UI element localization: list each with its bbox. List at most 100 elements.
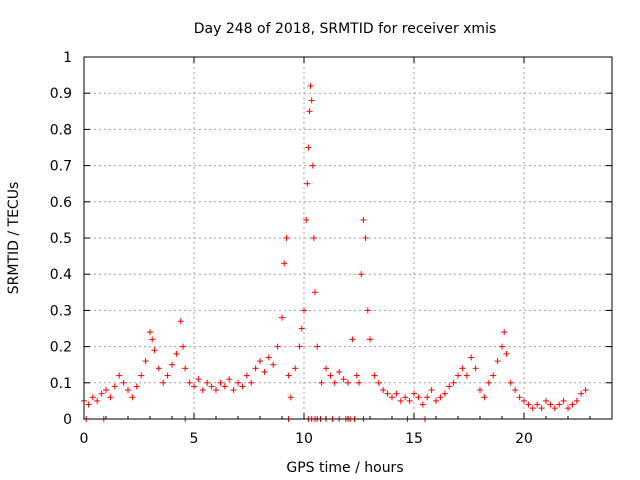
data-point xyxy=(433,397,439,404)
y-tick-label: 1 xyxy=(63,50,72,66)
data-point xyxy=(578,390,585,397)
data-point xyxy=(565,405,571,412)
data-point xyxy=(221,383,228,390)
data-point xyxy=(501,329,508,336)
y-tick-label: 0 xyxy=(63,412,72,428)
data-point xyxy=(336,368,343,375)
y-tick-label: 0.4 xyxy=(50,267,72,283)
data-point xyxy=(204,379,211,386)
data-point xyxy=(177,318,184,325)
data-point xyxy=(529,405,536,412)
data-point xyxy=(304,180,311,187)
x-tick-label: 5 xyxy=(190,431,199,447)
data-point xyxy=(362,235,369,241)
data-point xyxy=(507,379,514,386)
data-point xyxy=(455,372,461,379)
data-point xyxy=(217,379,224,386)
y-axis-label: SRMTID / TECUs xyxy=(6,182,22,295)
data-point xyxy=(180,343,186,350)
data-point xyxy=(468,354,475,361)
data-point xyxy=(323,365,329,372)
data-point xyxy=(406,397,413,404)
data-point xyxy=(327,372,334,379)
data-point xyxy=(142,358,149,365)
data-point xyxy=(556,401,563,408)
data-point xyxy=(538,405,545,412)
y-tick-label: 0.5 xyxy=(50,231,72,247)
data-point xyxy=(301,307,307,314)
data-point xyxy=(270,361,277,368)
data-point xyxy=(371,372,378,379)
x-tick-label: 10 xyxy=(295,431,313,447)
data-point xyxy=(463,372,470,379)
data-point xyxy=(389,394,395,401)
data-point xyxy=(340,376,347,383)
data-point xyxy=(151,347,158,354)
data-point xyxy=(283,235,290,241)
data-point xyxy=(138,372,145,379)
data-point xyxy=(98,390,105,397)
data-point xyxy=(191,383,197,390)
data-point xyxy=(285,372,292,379)
x-axis-label: GPS time / hours xyxy=(286,460,403,476)
data-point xyxy=(89,394,96,401)
data-point xyxy=(512,387,519,394)
data-point xyxy=(129,394,136,401)
data-point xyxy=(424,394,431,401)
data-point xyxy=(582,387,589,394)
ticks-layer: 00.10.20.30.40.50.60.70.80.910 5 10 15 20 xyxy=(50,50,612,447)
data-point xyxy=(107,394,114,401)
data-point xyxy=(149,336,156,343)
data-point xyxy=(265,354,272,361)
data-point xyxy=(305,144,312,151)
data-point xyxy=(384,390,391,397)
data-point xyxy=(516,394,523,401)
data-point xyxy=(367,336,373,343)
data-point xyxy=(235,379,241,386)
data-point xyxy=(309,162,316,169)
data-point xyxy=(560,397,567,404)
data-point xyxy=(364,307,371,314)
data-point xyxy=(303,216,310,223)
data-point xyxy=(261,368,268,375)
data-point xyxy=(419,401,426,408)
data-point xyxy=(274,343,281,350)
chart-title: Day 248 of 2018, SRMTID for receiver xmi… xyxy=(194,21,497,37)
data-point xyxy=(551,405,558,412)
data-point xyxy=(248,379,255,386)
data-point xyxy=(169,361,175,368)
data-point xyxy=(525,401,532,408)
data-point xyxy=(446,383,453,390)
data-point xyxy=(503,350,510,357)
data-point xyxy=(358,271,365,278)
data-point xyxy=(472,365,479,372)
data-point xyxy=(485,379,492,386)
data-point xyxy=(345,379,351,386)
data-point xyxy=(160,379,167,386)
data-point xyxy=(441,390,448,397)
data-point xyxy=(490,372,497,379)
data-point xyxy=(459,365,466,372)
y-tick-label: 0.9 xyxy=(50,86,72,102)
y-tick-label: 0.6 xyxy=(50,195,72,211)
data-point xyxy=(331,379,338,386)
data-point xyxy=(164,372,171,379)
data-point xyxy=(199,387,206,394)
data-point xyxy=(292,365,299,372)
data-point xyxy=(208,383,215,390)
data-point xyxy=(252,365,259,372)
data-point xyxy=(147,329,153,336)
data-point xyxy=(573,397,580,404)
data-point xyxy=(477,387,483,394)
data-point xyxy=(380,387,387,394)
data-point xyxy=(360,216,367,223)
data-point xyxy=(307,82,314,89)
data-point xyxy=(94,397,101,404)
data-point xyxy=(298,325,305,332)
data-point xyxy=(318,379,325,386)
data-point xyxy=(534,401,541,408)
plot-frame xyxy=(83,56,613,420)
data-point xyxy=(393,390,400,397)
data-point xyxy=(306,108,313,115)
data-point xyxy=(287,394,294,401)
